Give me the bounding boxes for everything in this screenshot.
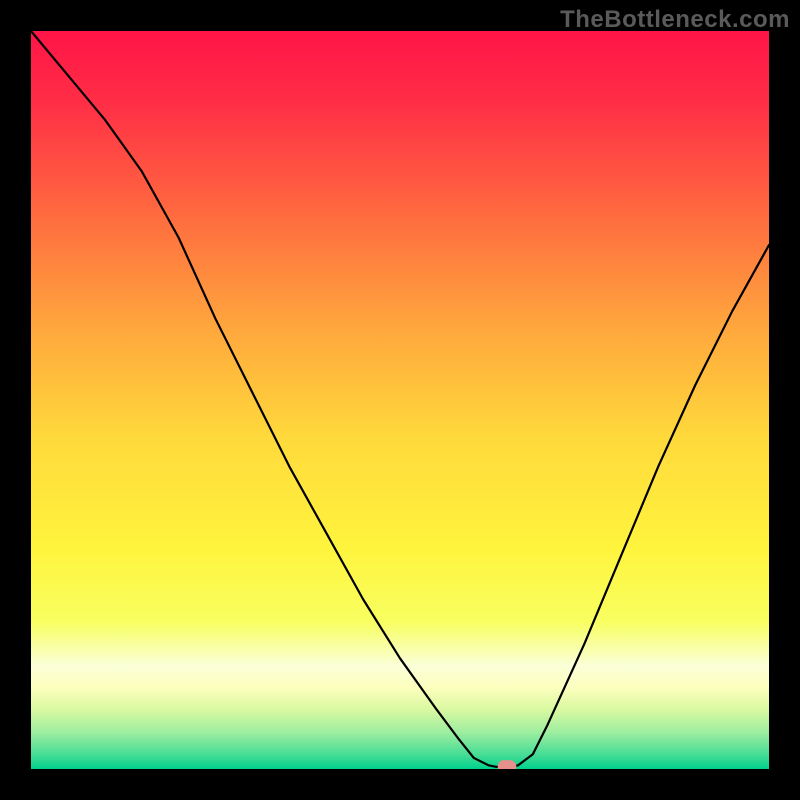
plot-area: [31, 31, 769, 769]
watermark-text: TheBottleneck.com: [560, 6, 790, 34]
chart-svg: [31, 31, 769, 769]
chart-container: TheBottleneck.com: [0, 0, 800, 800]
optimum-marker: [498, 760, 516, 769]
